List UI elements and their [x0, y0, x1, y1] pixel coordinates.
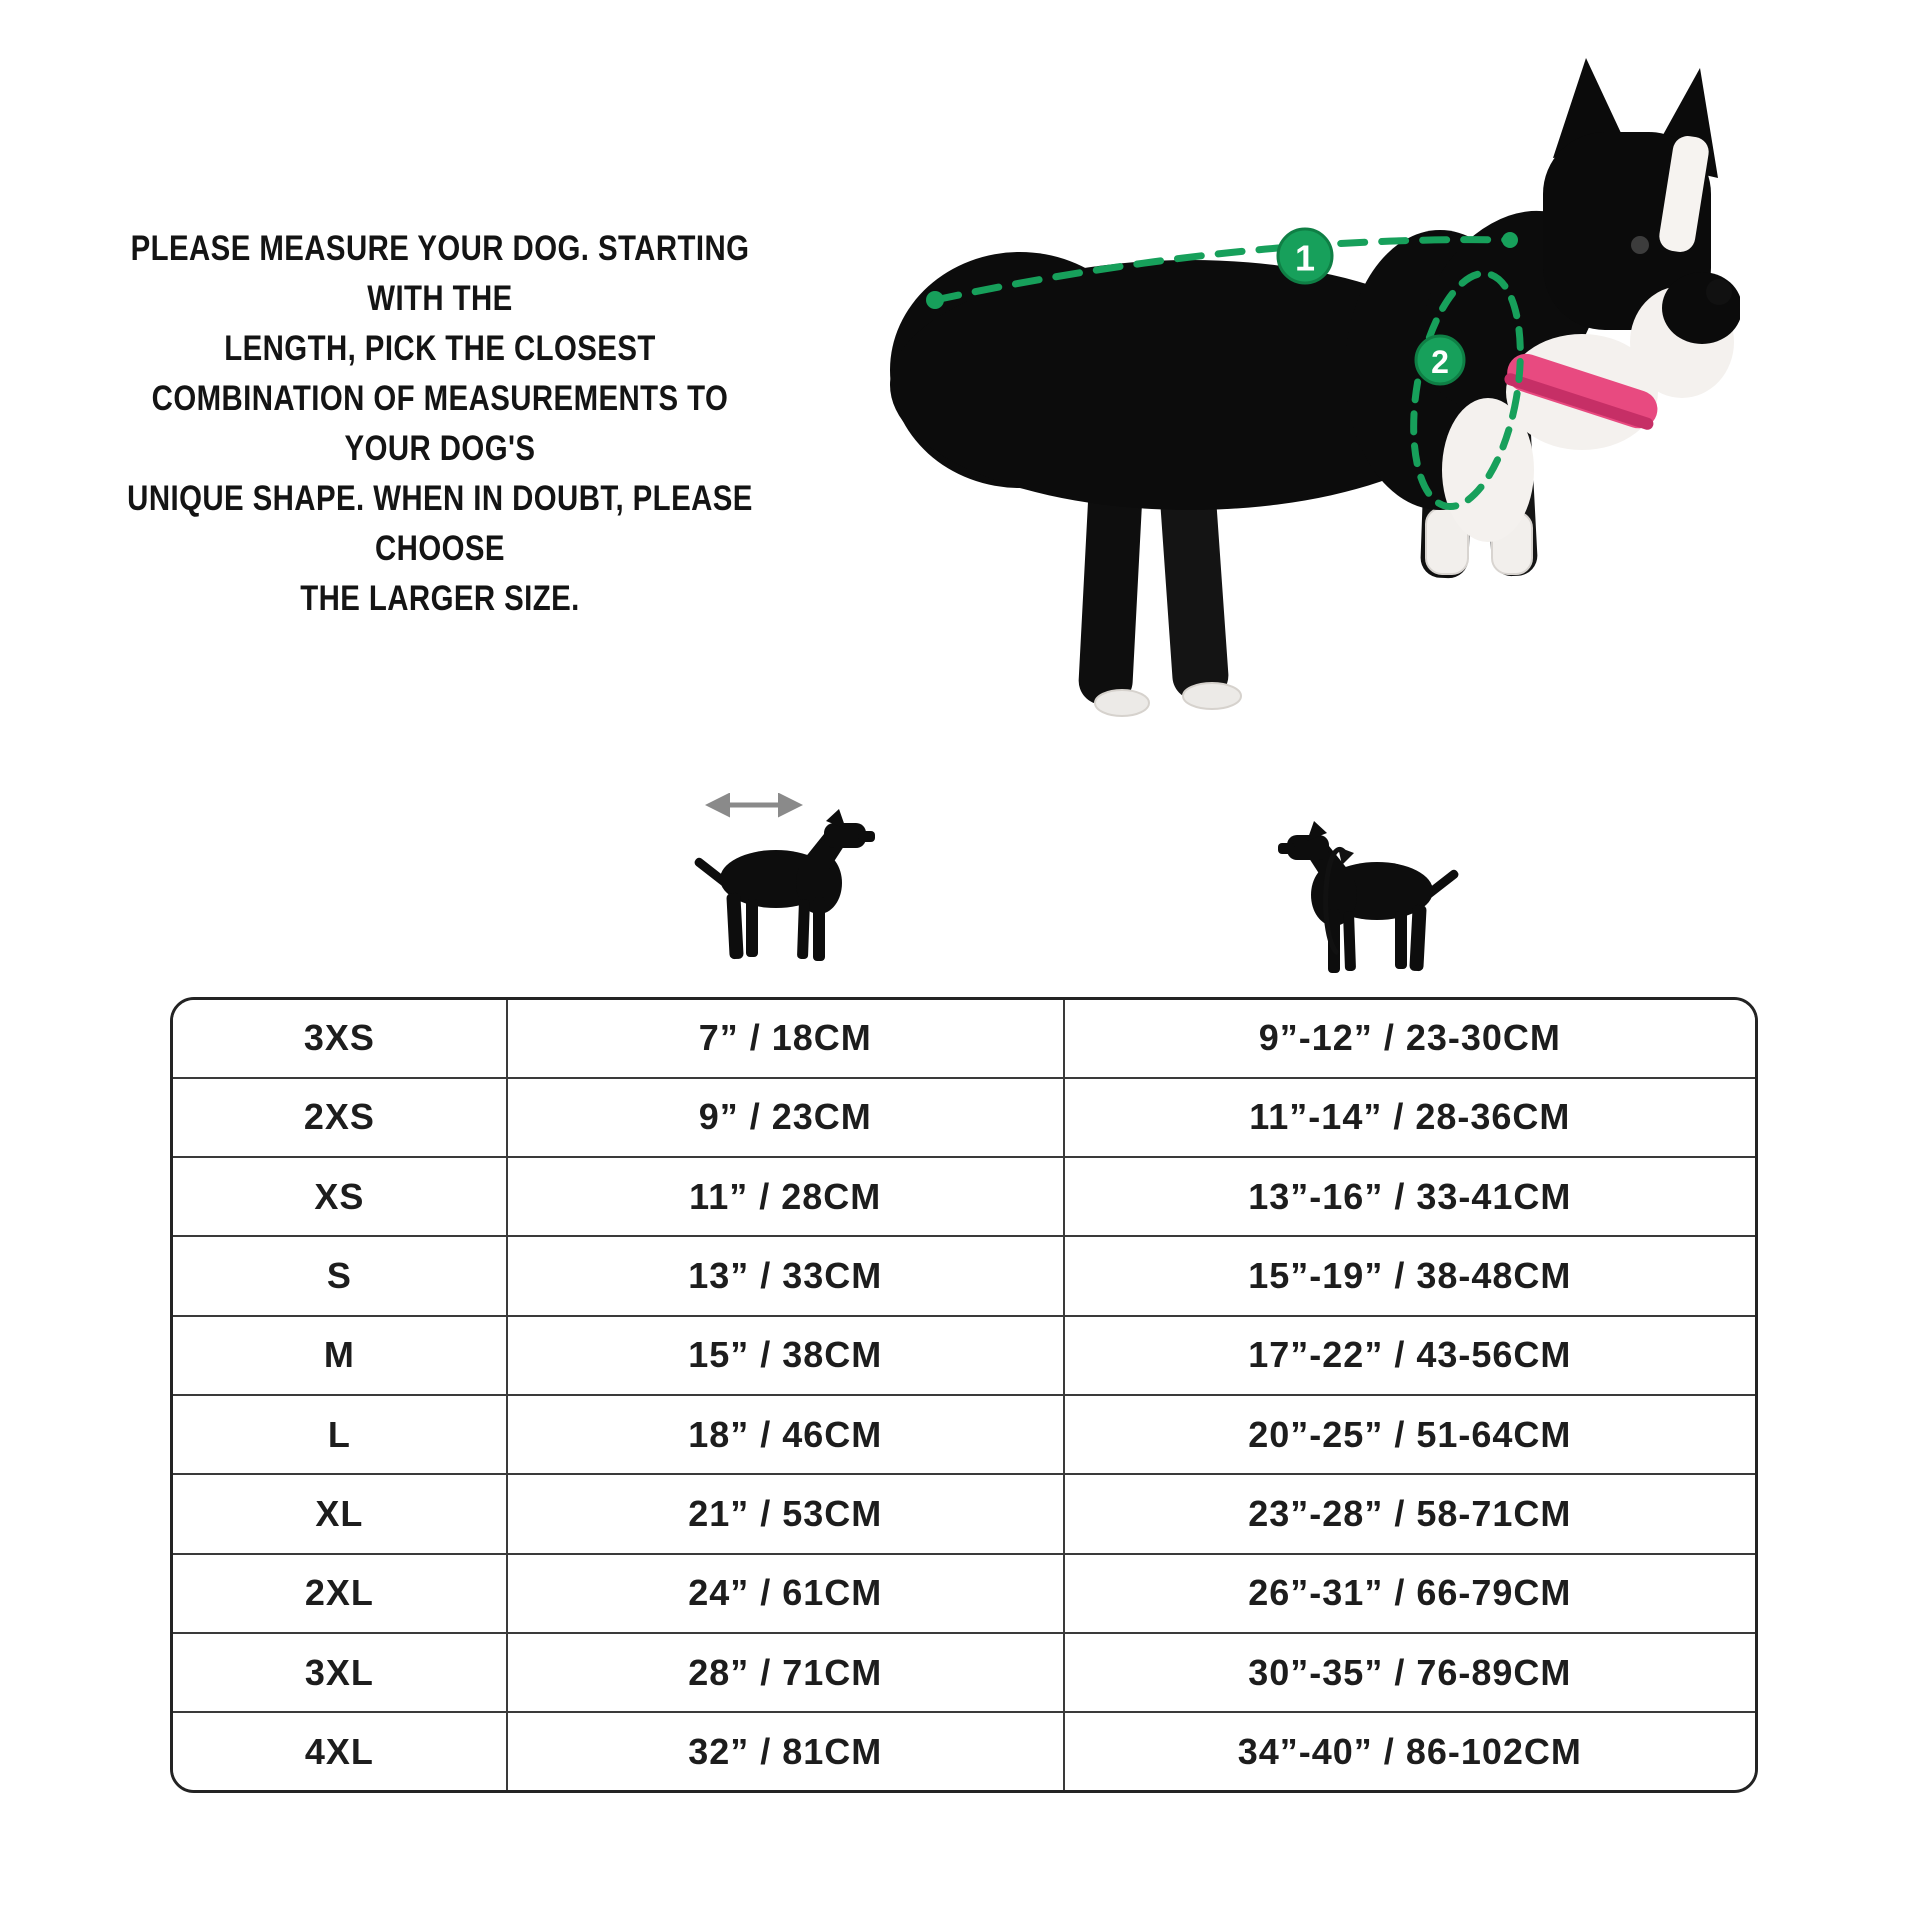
length-cell: 28” / 71CM — [505, 1632, 1064, 1713]
girth-cell: 15”-19” / 38-48CM — [1062, 1235, 1755, 1316]
pink-collar — [1504, 353, 1658, 430]
length-cell: 9” / 23CM — [505, 1076, 1064, 1157]
length-cell: 32” / 81CM — [505, 1711, 1064, 1790]
dog-measurement-photo: 1 2 — [890, 58, 1740, 717]
size-cell: XS — [173, 1155, 507, 1237]
length-cell: 11” / 28CM — [505, 1155, 1064, 1237]
length-cell: 18” / 46CM — [505, 1393, 1064, 1475]
length-cell: 21” / 53CM — [505, 1473, 1064, 1554]
girth-cell: 34”-40” / 86-102CM — [1062, 1711, 1755, 1790]
girth-cell: 30”-35” / 76-89CM — [1062, 1632, 1755, 1713]
girth-cell: 20”-25” / 51-64CM — [1062, 1393, 1755, 1475]
table-row: 3XL 28” / 71CM 30”-35” / 76-89CM — [173, 1632, 1755, 1713]
instructions-line: COMBINATION OF MEASUREMENTS TO YOUR DOG'… — [151, 379, 729, 468]
girth-cell: 9”-12” / 23-30CM — [1062, 1000, 1755, 1078]
size-chart-table-frame: 3XS 7” / 18CM 9”-12” / 23-30CM 2XS 9” / 23CM… — [170, 997, 1758, 1793]
length-cell: 24” / 61CM — [505, 1552, 1064, 1634]
instructions-line: LENGTH, PICK THE CLOSEST — [224, 329, 656, 368]
dog-girth-silhouette-icon — [1278, 821, 1461, 973]
size-cell: L — [173, 1393, 507, 1475]
size-cell: M — [173, 1314, 507, 1395]
instructions-text: PLEASE MEASURE YOUR DOG. STARTING WITH T… — [117, 224, 764, 624]
measure-marker-2: 2 — [1414, 334, 1466, 386]
size-cell: 3XS — [173, 1000, 507, 1078]
girth-cell: 11”-14” / 28-36CM — [1062, 1076, 1755, 1157]
size-cell: 4XL — [173, 1711, 507, 1790]
table-row: 2XS 9” / 23CM 11”-14” / 28-36CM — [173, 1076, 1755, 1157]
table-row: XL 21” / 53CM 23”-28” / 58-71CM — [173, 1473, 1755, 1554]
table-row: 2XL 24” / 61CM 26”-31” / 66-79CM — [173, 1552, 1755, 1634]
girth-arrowhead-icon — [1338, 847, 1354, 865]
size-cell: S — [173, 1235, 507, 1316]
size-chart-table: 3XS 7” / 18CM 9”-12” / 23-30CM 2XS 9” / 23CM… — [173, 1000, 1755, 1790]
length-cell: 15” / 38CM — [505, 1314, 1064, 1395]
table-row: M 15” / 38CM 17”-22” / 43-56CM — [173, 1314, 1755, 1395]
girth-cell: 17”-22” / 43-56CM — [1062, 1314, 1755, 1395]
measure-marker-1: 1 — [1276, 227, 1334, 285]
size-cell: 2XL — [173, 1552, 507, 1634]
svg-text:2: 2 — [1431, 344, 1449, 380]
girth-cell: 26”-31” / 66-79CM — [1062, 1552, 1755, 1634]
table-row: 4XL 32” / 81CM 34”-40” / 86-102CM — [173, 1711, 1755, 1790]
length-cell: 7” / 18CM — [505, 1000, 1064, 1078]
instructions-line: UNIQUE SHAPE. WHEN IN DOUBT, PLEASE CHOO… — [127, 479, 753, 568]
instructions-line: THE LARGER SIZE. — [300, 579, 580, 618]
size-cell: 2XS — [173, 1076, 507, 1157]
measurement-overlays: 1 2 — [926, 227, 1524, 511]
length-cell: 13” / 33CM — [505, 1235, 1064, 1316]
dog-length-silhouette-icon — [692, 793, 875, 961]
size-cell: XL — [173, 1473, 507, 1554]
dog-body — [890, 58, 1740, 717]
instructions-line: PLEASE MEASURE YOUR DOG. STARTING WITH T… — [130, 229, 750, 318]
table-row: XS 11” / 28CM 13”-16” / 33-41CM — [173, 1155, 1755, 1237]
size-cell: 3XL — [173, 1632, 507, 1713]
length-measure-line — [931, 236, 1514, 304]
table-row: S 13” / 33CM 15”-19” / 38-48CM — [173, 1235, 1755, 1316]
girth-measure-loop — [1410, 269, 1524, 511]
girth-cell: 23”-28” / 58-71CM — [1062, 1473, 1755, 1554]
svg-text:1: 1 — [1295, 238, 1315, 279]
size-table-body: 3XS 7” / 18CM 9”-12” / 23-30CM 2XS 9” / 23CM… — [173, 1000, 1755, 1790]
table-row: 3XS 7” / 18CM 9”-12” / 23-30CM — [173, 1000, 1755, 1078]
table-row: L 18” / 46CM 20”-25” / 51-64CM — [173, 1393, 1755, 1475]
girth-cell: 13”-16” / 33-41CM — [1062, 1155, 1755, 1237]
